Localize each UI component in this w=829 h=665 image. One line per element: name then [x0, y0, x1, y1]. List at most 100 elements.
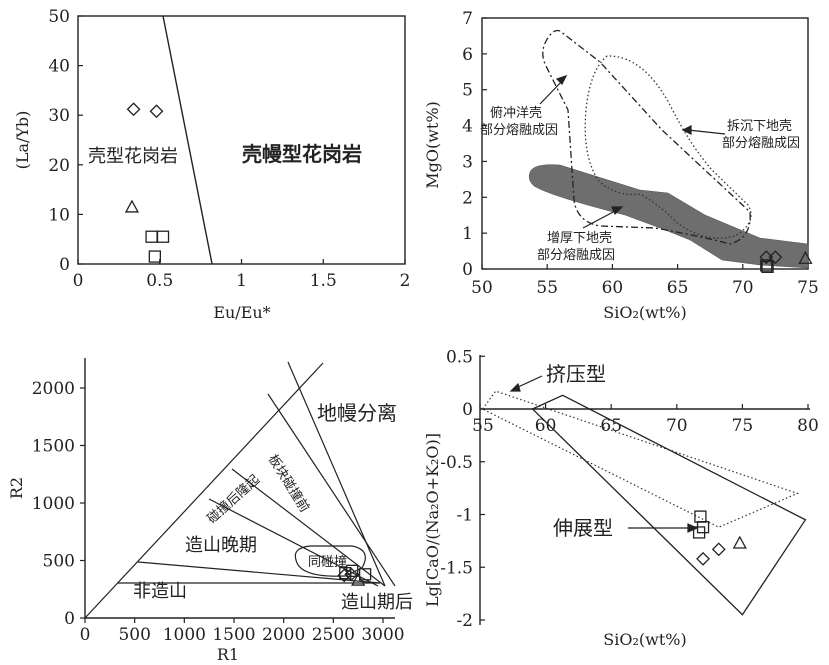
x-tick-label: 500 — [118, 625, 150, 645]
y-tick-label: 0 — [462, 260, 473, 280]
x-tick-label: 65 — [667, 278, 689, 298]
x-tick-label: 55 — [472, 416, 494, 436]
field-thickened-lower-crust — [528, 164, 809, 269]
plot-frame — [481, 17, 809, 270]
x-tick-label: 75 — [797, 278, 819, 298]
field-label-anorogenic: 非造山 — [133, 581, 187, 602]
field-label-late-orogenic: 造山晚期 — [185, 535, 257, 556]
field-subducted-oceanic-crust — [542, 29, 751, 245]
y-tick-label: 7 — [462, 9, 473, 29]
x-tick-label: 55 — [536, 278, 558, 298]
x-tick-label: 1000 — [163, 625, 206, 645]
leader-arrows — [539, 74, 726, 229]
y-tick-label: -0.5 — [440, 453, 473, 473]
point-diamond — [149, 104, 164, 119]
y-tick-label: 1 — [462, 224, 473, 244]
y-tick-label: 6 — [462, 45, 473, 65]
y-tick-label: -2 — [456, 611, 473, 631]
point-square — [346, 564, 359, 577]
panel-sio2-mgo: 50 55 60 65 70 75 0 1 2 3 4 5 6 7 俯冲洋壳 部分熔融成因 拆沉下地壳 部… — [423, 9, 819, 322]
point-square — [692, 526, 706, 539]
point-square — [339, 567, 352, 580]
x-tick-label: 2500 — [312, 625, 355, 645]
x-tick-label: 0 — [73, 271, 84, 291]
y-tick-label: 2 — [462, 188, 473, 208]
y-tick-label: 0.5 — [446, 347, 473, 367]
point-square — [694, 510, 707, 523]
field-label-extensional: 伸展型 — [553, 516, 613, 540]
y-tick-label: 50 — [48, 7, 70, 27]
x-tick-label: 75 — [732, 416, 754, 436]
x-axis-label: SiO₂(wt%) — [603, 303, 686, 322]
point-square — [760, 259, 773, 272]
x-tick-label: 2000 — [262, 625, 305, 645]
point-diamond — [768, 250, 783, 265]
y-axis-label: R2 — [7, 477, 26, 499]
y-axis-label: MgO(wt%) — [423, 101, 442, 189]
point-triangle — [732, 535, 747, 549]
point-square — [156, 230, 170, 243]
y-tick-label: 4 — [462, 117, 473, 137]
panel-sio2-lg: 60 65 70 75 80 55 0.5 0 -0.5 -1 -1.5 -2 挤压型 伸展型 SiO… — [423, 347, 819, 649]
field-label-compressional: 挤压型 — [546, 362, 606, 386]
panel-r1-r2: 0 500 1000 1500 2000 2500 3000 0 500 1000 1500 2000… — [7, 358, 413, 664]
y-tick-label: 10 — [48, 205, 70, 225]
region-label-crust-mantle-granite: 壳幔型花岗岩 — [241, 142, 362, 166]
point-triangle — [124, 199, 140, 213]
y-tick-label: -1 — [456, 506, 473, 526]
y-tick-label: -1.5 — [440, 558, 473, 578]
point-square — [761, 260, 774, 273]
field-label-syn-collision: 同碰撞 — [308, 555, 347, 570]
y-tick-label: 1000 — [32, 494, 75, 514]
point-square — [148, 250, 161, 263]
x-axis-label: Eu/Eu* — [213, 303, 270, 322]
field-boundaries — [84, 361, 396, 619]
x-tick-label: 1.5 — [310, 271, 337, 291]
y-tick-label: 20 — [48, 156, 70, 176]
y-tick-label: 0 — [59, 255, 70, 275]
point-diamond — [696, 551, 710, 566]
field-label-subducted-1: 俯冲洋壳 — [490, 105, 542, 121]
point-diamond — [759, 250, 774, 265]
point-triangle — [798, 250, 813, 264]
region-label-crust-granite: 壳型花岗岩 — [88, 146, 178, 167]
x-tick-label: 70 — [732, 278, 754, 298]
x-axis-label: R1 — [217, 645, 239, 664]
x-tick-label: 0.5 — [146, 271, 173, 291]
x-tick-label: 60 — [602, 278, 624, 298]
field-label-delaminated-2: 部分熔融成因 — [722, 136, 800, 151]
x-tick-label: 2 — [400, 271, 411, 291]
x-tick-label: 1500 — [212, 625, 255, 645]
field-label-post-orogenic: 造山期后 — [341, 592, 413, 613]
y-tick-label: 0 — [462, 400, 473, 420]
field-label-thickened-1: 增厚下地壳 — [547, 231, 612, 246]
y-tick-label: 40 — [48, 57, 70, 77]
point-square — [358, 568, 372, 581]
y-tick-label: 5 — [462, 81, 473, 101]
y-tick-label: 3 — [462, 152, 473, 172]
x-axis-label: SiO₂(wt%) — [603, 630, 686, 649]
x-tick-label: 50 — [471, 278, 493, 298]
x-tick-label: 1 — [236, 271, 247, 291]
field-label-subducted-2: 部分熔融成因 — [480, 123, 558, 138]
field-syn-collision — [294, 545, 366, 577]
x-tick-label: 0 — [80, 625, 91, 645]
field-compressional — [481, 390, 800, 528]
x-tick-label: 70 — [666, 416, 688, 436]
y-axis-label: (La/Yb) — [13, 111, 32, 170]
y-tick-label: 30 — [48, 106, 70, 126]
point-diamond — [126, 102, 141, 117]
field-label-mantle-fractionation: 地幔分离 — [317, 401, 397, 425]
x-tick-label: 65 — [600, 416, 622, 436]
y-tick-label: 500 — [43, 552, 75, 572]
x-tick-label: 3000 — [361, 625, 404, 645]
point-diamond — [711, 542, 726, 557]
field-extensional — [531, 394, 807, 616]
leader-arrows — [509, 375, 699, 533]
x-tick-label: 80 — [797, 416, 819, 436]
field-boundary-line — [162, 15, 213, 265]
x-tick-label: 60 — [535, 416, 557, 436]
y-axis-label: Lg[CaO/(Na₂O+K₂O)] — [423, 433, 442, 607]
